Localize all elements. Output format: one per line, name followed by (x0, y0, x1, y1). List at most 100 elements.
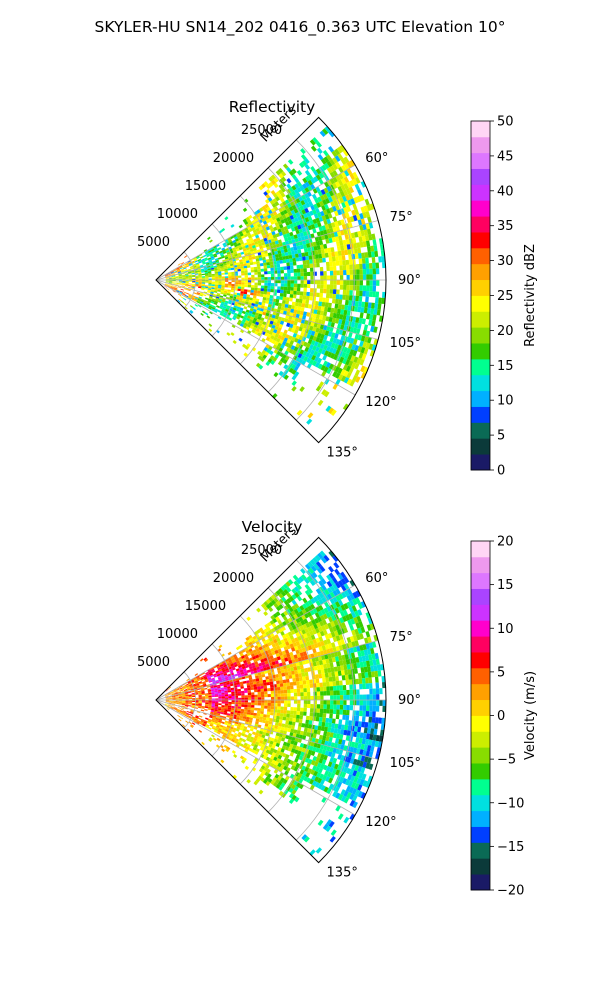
radar-gate (207, 670, 212, 674)
radar-gate (317, 655, 323, 661)
radar-gate (355, 737, 360, 744)
radar-gate (165, 700, 170, 702)
radar-gate (365, 291, 370, 297)
radar-gate (354, 183, 361, 191)
radar-gate (205, 679, 209, 683)
radar-gate (382, 700, 386, 707)
radar-gate (331, 317, 336, 323)
radar-gate (332, 685, 337, 691)
radar-gate (207, 720, 212, 723)
radar-gate (329, 746, 334, 753)
radar-gate (349, 624, 355, 631)
radar-gate (231, 693, 235, 697)
radar-gate (336, 728, 341, 735)
radar-gate (219, 250, 223, 254)
radar-gate (267, 773, 272, 779)
radar-gate (362, 732, 367, 739)
radar-gate (185, 701, 189, 703)
radar-gate (280, 686, 284, 691)
radar-gate (349, 757, 355, 764)
radar-gate (205, 671, 209, 675)
radar-gate (182, 277, 186, 279)
radar-gate (318, 178, 324, 185)
radar-gate (168, 277, 173, 278)
radar-gate (283, 713, 287, 718)
radar-gate (257, 691, 261, 695)
radar-gate (249, 224, 255, 229)
radar-gate (348, 186, 355, 194)
radar-gate (239, 259, 243, 263)
radar-gate (223, 744, 228, 749)
radar-gate (198, 271, 202, 274)
radar-gate (290, 629, 296, 635)
radar-gate (303, 700, 308, 704)
radar-gate (373, 308, 378, 315)
radar-gate (280, 192, 286, 198)
radar-gate (278, 785, 284, 791)
radar-gate (224, 302, 228, 306)
radar-gate (321, 253, 326, 259)
radar-gate (255, 227, 260, 232)
radar-gate (343, 766, 349, 773)
radar-gate (337, 250, 342, 256)
radar-gate (185, 703, 189, 706)
radar-gate (325, 405, 332, 413)
radar-gate (244, 706, 248, 710)
radar-gate (254, 269, 258, 273)
radar-gate (217, 667, 222, 671)
radar-gate (214, 706, 219, 709)
radar-gate (173, 690, 178, 692)
radar-gate (331, 298, 336, 304)
radar-gate (187, 688, 191, 691)
radar-gate (168, 274, 172, 277)
radar-gate (209, 264, 214, 267)
radar-gate (314, 776, 320, 783)
radar-gate (359, 778, 365, 786)
radar-gate (279, 679, 284, 684)
radar-gate (245, 729, 250, 733)
figure-title: SKYLER-HU SN14_202 0416_0.363 UTC Elevat… (95, 18, 506, 37)
radar-gate (221, 247, 226, 251)
radar-gate (213, 302, 218, 306)
radar-gate (254, 272, 258, 275)
radar-gate (349, 593, 356, 601)
radar-gate (169, 277, 173, 279)
radar-gate (206, 674, 211, 678)
radar-gate (249, 325, 254, 330)
radar-gate (343, 156, 350, 164)
radar-gate (235, 232, 240, 237)
radar-gate (315, 346, 320, 353)
radar-gate (291, 369, 297, 375)
radar-gate (168, 696, 173, 698)
radar-gate (368, 319, 373, 326)
radar-gate (167, 285, 172, 288)
radar-gate (257, 350, 262, 356)
radar-gate (292, 642, 298, 648)
radar-gate (165, 701, 170, 703)
radar-gate (224, 216, 229, 221)
radar-gate (221, 276, 225, 279)
radar-gate (287, 304, 292, 309)
radar-gate (252, 664, 256, 669)
radar-gate (185, 284, 189, 286)
radar-gate (307, 561, 314, 568)
radar-gate (312, 188, 318, 194)
radar-gate (294, 253, 299, 258)
radar-gate (359, 212, 364, 220)
radar-gate (332, 216, 338, 223)
radar-gate (232, 654, 237, 658)
radar-gate (201, 271, 205, 273)
radar-gate (233, 241, 238, 246)
radar-gate (273, 638, 278, 644)
radar-gate (262, 664, 267, 669)
radar-gate (287, 700, 291, 704)
radar-gate (363, 324, 369, 331)
radar-gate (326, 288, 330, 294)
radar-gate (322, 649, 328, 655)
radar-gate (201, 672, 206, 675)
radar-gate (321, 205, 326, 211)
radar-gate (304, 627, 310, 634)
radar-gate (333, 275, 337, 280)
radar-gate (339, 776, 345, 783)
colorbar-swatch (471, 263, 490, 281)
